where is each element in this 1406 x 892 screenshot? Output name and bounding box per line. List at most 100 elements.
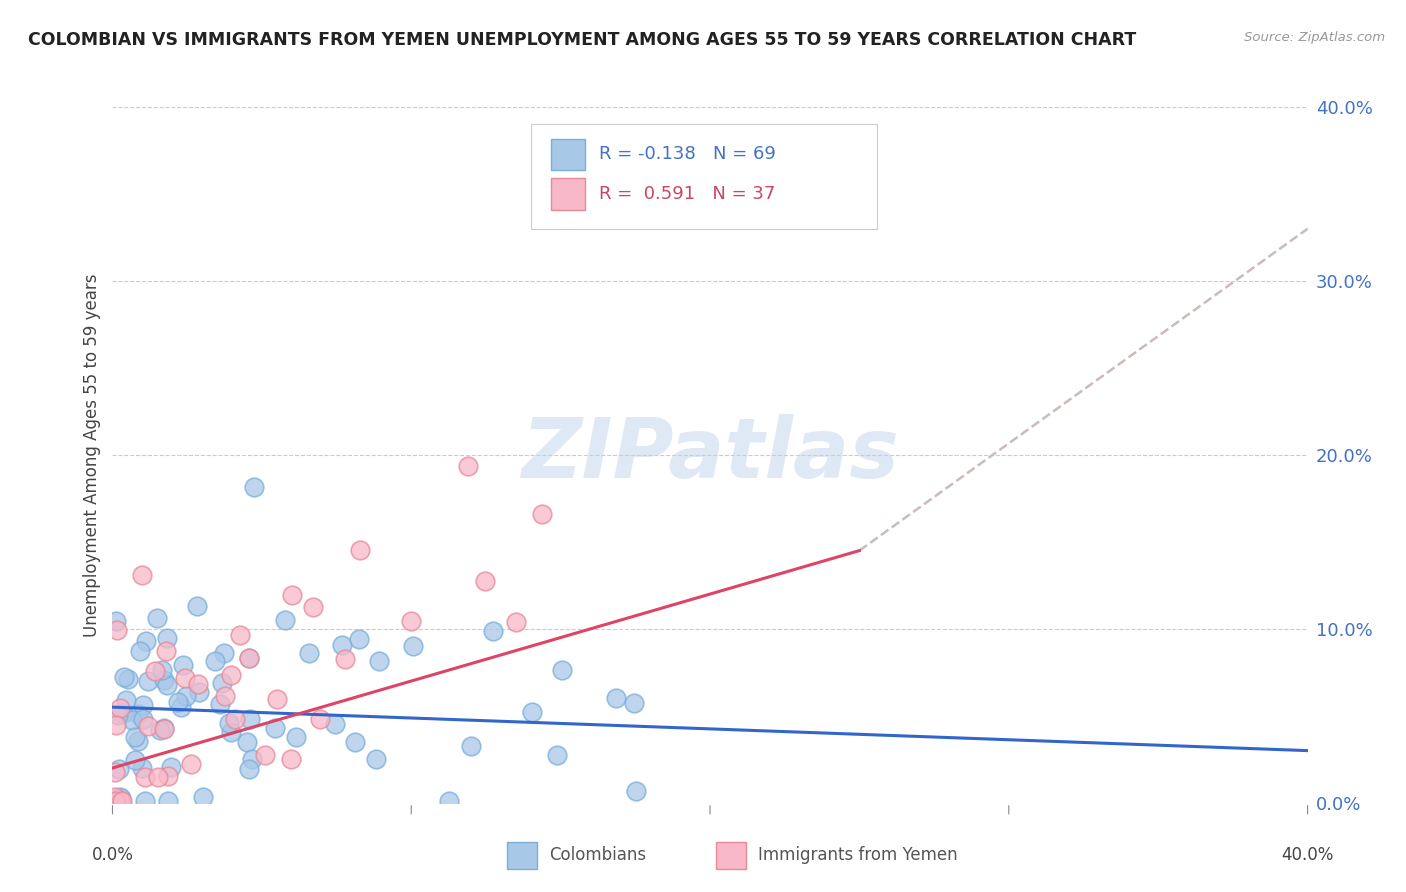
Point [482, 624, 505, 639]
FancyBboxPatch shape [716, 842, 747, 869]
Point [281, 588, 304, 602]
Text: COLOMBIAN VS IMMIGRANTS FROM YEMEN UNEMPLOYMENT AMONG AGES 55 TO 59 YEARS CORREL: COLOMBIAN VS IMMIGRANTS FROM YEMEN UNEMP… [28, 31, 1136, 49]
FancyBboxPatch shape [508, 842, 537, 869]
Point [160, 760, 183, 774]
Point [605, 691, 627, 706]
Point [121, 713, 143, 727]
Text: ZIPatlas: ZIPatlas [522, 415, 898, 495]
Point [105, 623, 128, 637]
Point [474, 574, 496, 588]
Point [173, 671, 195, 685]
Point [155, 644, 177, 658]
Point [457, 458, 479, 473]
Point [505, 615, 527, 629]
Point [180, 756, 202, 771]
Point [110, 794, 132, 808]
Point [157, 769, 180, 783]
Point [105, 718, 128, 732]
Point [309, 712, 332, 726]
Point [229, 628, 252, 642]
Text: Source: ZipAtlas.com: Source: ZipAtlas.com [1244, 31, 1385, 45]
Point [298, 646, 321, 660]
Point [402, 639, 425, 653]
Point [117, 672, 139, 686]
Point [172, 657, 194, 672]
Point [333, 652, 356, 666]
Point [364, 752, 387, 766]
Point [212, 647, 235, 661]
Point [368, 654, 391, 668]
Point [111, 794, 134, 808]
Point [134, 770, 156, 784]
Point [280, 752, 302, 766]
Text: R =  0.591   N = 37: R = 0.591 N = 37 [599, 185, 775, 203]
Point [273, 613, 295, 627]
Point [209, 697, 232, 711]
Point [349, 632, 371, 646]
Point [219, 668, 242, 682]
Point [132, 698, 155, 713]
Y-axis label: Unemployment Among Ages 55 to 59 years: Unemployment Among Ages 55 to 59 years [83, 273, 101, 637]
Point [111, 706, 134, 720]
Point [266, 691, 288, 706]
Point [124, 731, 146, 745]
Point [156, 631, 179, 645]
Point [108, 789, 131, 804]
FancyBboxPatch shape [551, 138, 585, 170]
Point [193, 790, 215, 805]
Point [218, 715, 240, 730]
Point [157, 794, 180, 808]
FancyBboxPatch shape [531, 124, 877, 229]
Point [238, 651, 260, 665]
Point [437, 794, 460, 808]
Point [110, 790, 132, 805]
Point [325, 716, 347, 731]
Point [520, 705, 543, 719]
Point [112, 670, 135, 684]
Point [187, 677, 209, 691]
Point [224, 713, 246, 727]
Point [136, 674, 159, 689]
Point [235, 735, 257, 749]
Point [174, 690, 197, 704]
Point [238, 762, 260, 776]
Point [243, 480, 266, 494]
Point [219, 725, 242, 739]
Point [301, 600, 323, 615]
Point [204, 654, 226, 668]
Point [149, 723, 172, 737]
Point [104, 764, 127, 779]
Point [156, 678, 179, 692]
Point [104, 790, 127, 805]
FancyBboxPatch shape [551, 178, 585, 210]
Point [146, 611, 169, 625]
Point [623, 696, 645, 710]
Point [153, 673, 176, 687]
Point [254, 747, 277, 762]
Point [263, 721, 285, 735]
Point [129, 644, 152, 658]
Point [115, 693, 138, 707]
Point [148, 770, 170, 784]
Point [124, 753, 146, 767]
Point [134, 794, 156, 808]
Point [127, 706, 149, 721]
Text: R = -0.138   N = 69: R = -0.138 N = 69 [599, 145, 776, 163]
Point [104, 614, 127, 628]
Point [152, 722, 174, 736]
Point [169, 699, 191, 714]
Point [107, 708, 129, 723]
Point [546, 748, 568, 763]
Point [349, 543, 371, 558]
Point [624, 784, 647, 798]
Point [399, 614, 422, 628]
Point [167, 695, 190, 709]
Point [108, 701, 131, 715]
Point [239, 712, 262, 726]
Point [188, 685, 211, 699]
Point [143, 664, 166, 678]
Point [131, 568, 153, 582]
Text: Colombians: Colombians [548, 846, 645, 864]
Point [551, 663, 574, 677]
Point [460, 739, 482, 753]
